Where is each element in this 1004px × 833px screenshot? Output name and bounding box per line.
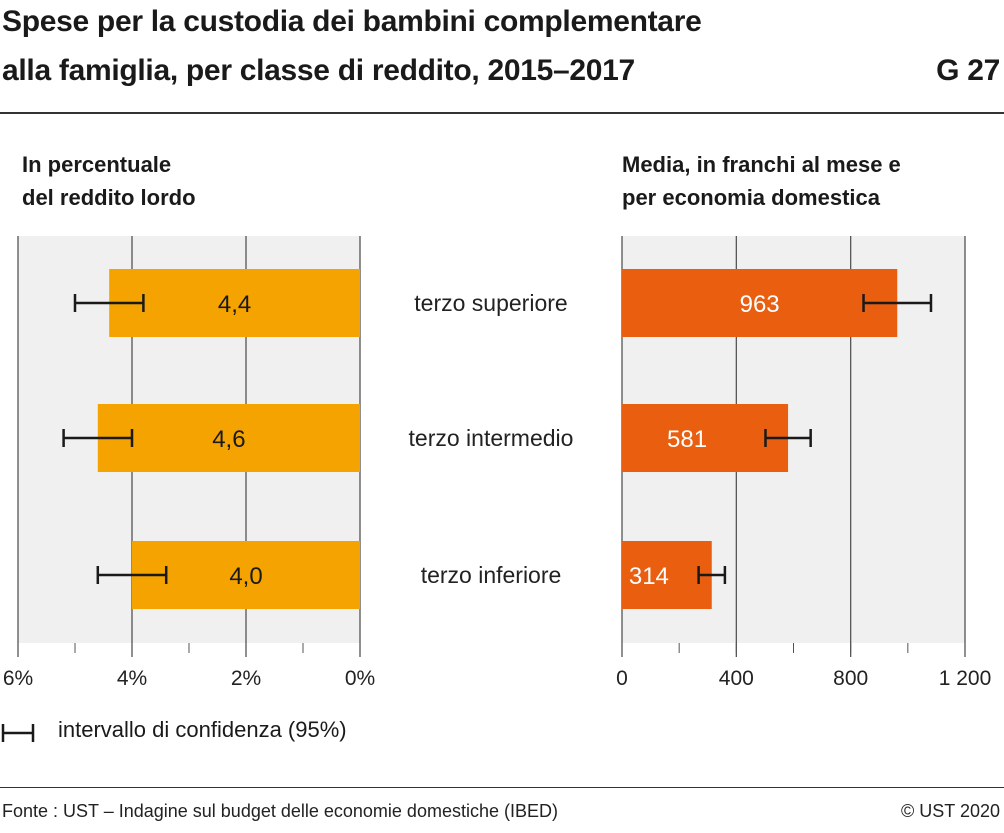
source-note: Fonte : UST – Indagine sul budget delle … (2, 801, 558, 821)
right-tick-label: 800 (833, 667, 868, 690)
right-panel-subtitle: Media, in franchi al mese e per economia… (622, 152, 901, 210)
category-label: terzo superiore (414, 290, 567, 316)
right-value-label: 314 (629, 563, 669, 590)
title-line-1: Spese per la custodia dei bambini comple… (2, 5, 702, 38)
right-bar (622, 269, 898, 337)
right-tick-label: 1 200 (939, 667, 992, 690)
category-label: terzo intermedio (409, 425, 574, 451)
left-bar (97, 404, 361, 472)
copyright: © UST 2020 (901, 801, 1000, 821)
top-rule (0, 112, 1004, 114)
right-value-label: 963 (740, 291, 780, 318)
category-label: terzo inferiore (421, 562, 562, 588)
right-value-label: 581 (667, 426, 707, 453)
right-tick-label: 0 (616, 667, 628, 690)
left-value-label: 4,0 (229, 563, 262, 590)
bottom-rule (0, 787, 1004, 788)
title-line-2: alla famiglia, per classe di reddito, 20… (2, 54, 635, 87)
right-bar (622, 404, 789, 472)
left-panel-subtitle: In percentuale del reddito lordo (22, 152, 196, 210)
left-bar (132, 541, 360, 609)
left-value-label: 4,4 (218, 291, 251, 318)
left-tick-label: 6% (3, 667, 33, 690)
left-bar (109, 269, 360, 337)
right-tick-label: 400 (719, 667, 754, 690)
left-tick-label: 2% (231, 667, 261, 690)
right-bar (622, 541, 712, 609)
figure-code: G 27 (936, 54, 1000, 87)
legend-label: intervallo di confidenza (95%) (58, 717, 347, 742)
left-tick-label: 0% (345, 667, 375, 690)
left-value-label: 4,6 (212, 426, 245, 453)
left-tick-label: 4% (117, 667, 147, 690)
